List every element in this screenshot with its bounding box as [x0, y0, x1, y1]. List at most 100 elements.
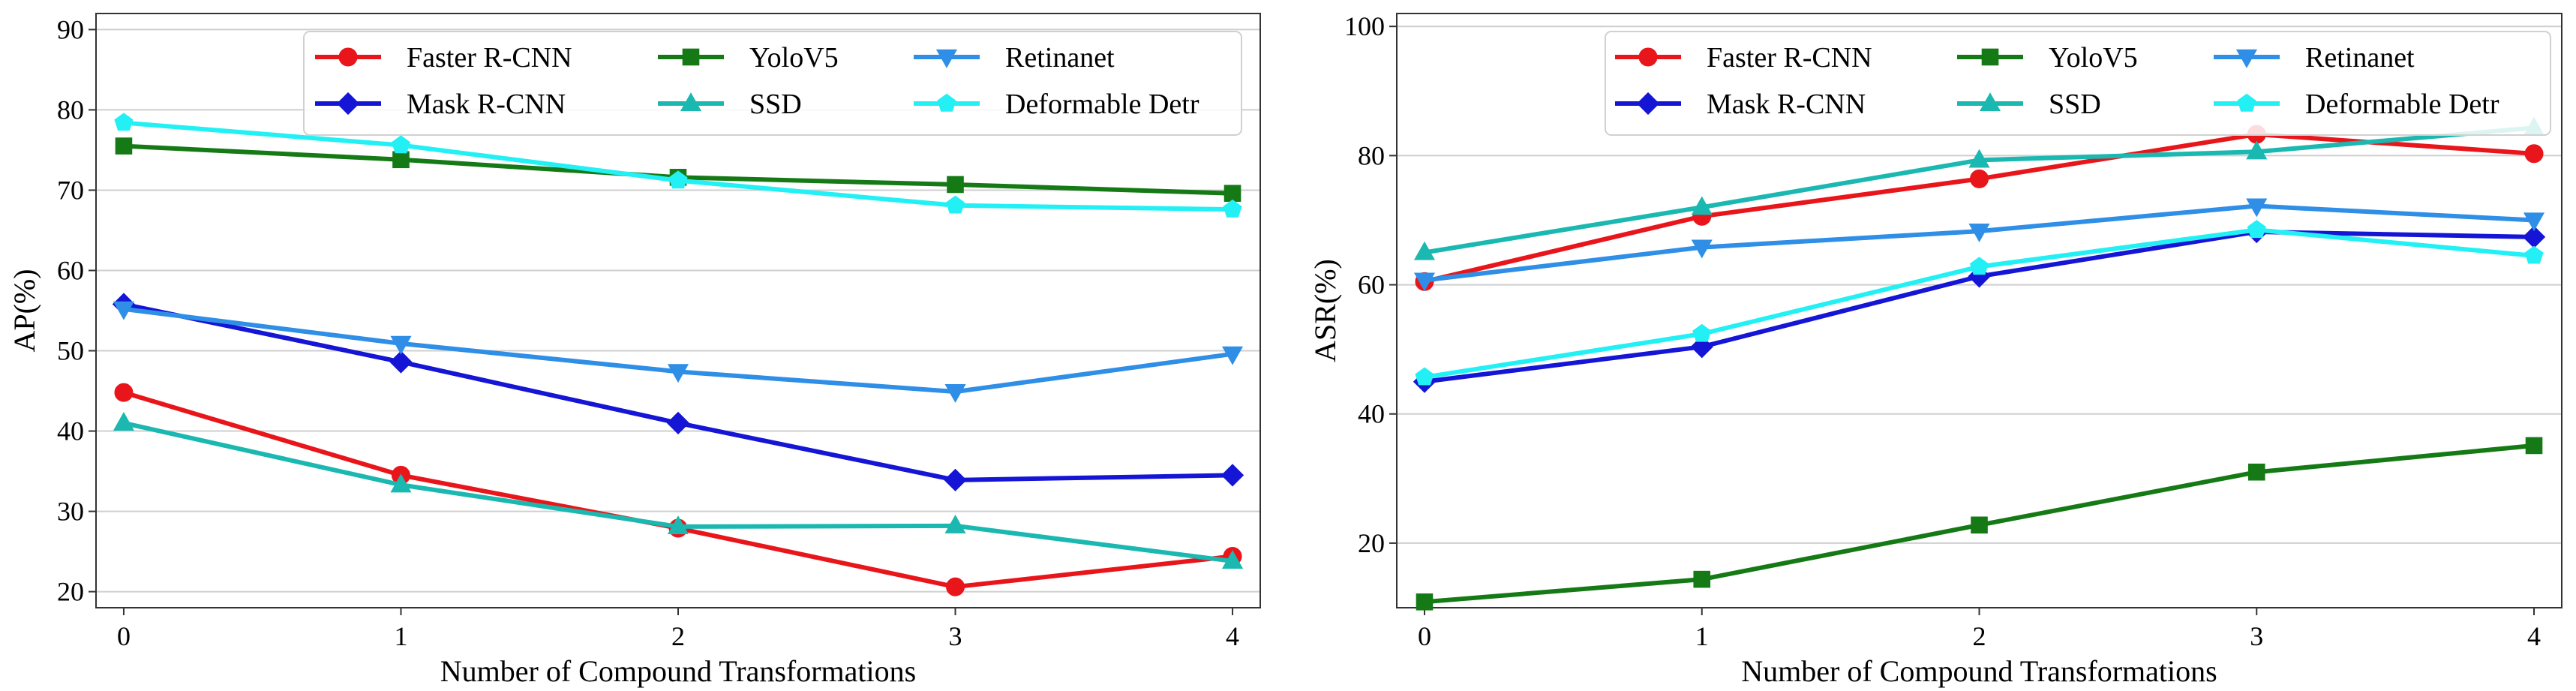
- legend-marker: [2237, 93, 2256, 112]
- legend-marker: [338, 47, 358, 67]
- x-tick-label: 0: [117, 621, 131, 651]
- x-tick-label: 3: [2250, 621, 2263, 651]
- legend-label: Faster R-CNN: [1707, 42, 1872, 74]
- data-point: [667, 515, 689, 535]
- y-tick-label: 80: [57, 95, 84, 125]
- x-axis-title: Number of Compound Transformations: [1741, 654, 2217, 688]
- data-point: [1223, 185, 1241, 203]
- y-tick-label: 70: [57, 175, 84, 205]
- legend-frame: [303, 31, 1242, 136]
- y-tick-label: 20: [1358, 528, 1385, 558]
- chart-1: 20 30 40 50 60 70 80 90 0 1 2 3 4 Number of Compound …: [8, 13, 1261, 688]
- data-point: [1968, 149, 1990, 168]
- legend-entry-retinanet: Retinanet: [2214, 42, 2415, 74]
- data-point: [945, 195, 965, 214]
- data-point: [2247, 463, 2265, 481]
- y-axis-title: ASR(%): [1308, 259, 1342, 362]
- data-point: [1223, 199, 1242, 218]
- data-point: [1220, 464, 1244, 487]
- legend: Faster R-CNN Mask R-CNN YoloV5 SSD Retinanet…: [1605, 31, 2551, 136]
- data-point: [2246, 198, 2268, 218]
- legend-label: Retinanet: [2305, 42, 2415, 74]
- data-point: [113, 412, 135, 431]
- data-point: [666, 411, 690, 434]
- y-axis-title: AP(%): [8, 269, 41, 352]
- legend-entry-mask-r-cnn: Mask R-CNN: [1615, 89, 1866, 120]
- data-point: [113, 301, 135, 320]
- data-point: [391, 135, 411, 154]
- x-axis: 0 1 2 3 4: [1418, 608, 2541, 651]
- y-tick-label: 20: [57, 577, 84, 607]
- legend-entry-retinanet: Retinanet: [914, 42, 1115, 74]
- series-ssd: [1413, 116, 2545, 260]
- legend-marker: [935, 49, 958, 68]
- data-point: [947, 176, 964, 194]
- legend-frame: [1605, 31, 2551, 136]
- x-tick-label: 3: [949, 621, 962, 651]
- data-point: [1691, 196, 1713, 215]
- series-mask-r-cnn: [112, 293, 1244, 491]
- data-point: [944, 383, 966, 403]
- x-axis: 0 1 2 3 4: [117, 608, 1239, 651]
- legend-marker: [1636, 92, 1660, 116]
- series-line-deformable-detr: [1422, 227, 2537, 380]
- legend-entry-deformable-detr: Deformable Detr: [2214, 89, 2499, 120]
- x-tick-label: 2: [1973, 621, 1986, 651]
- data-point: [114, 113, 134, 131]
- legend-entry-faster-r-cnn: Faster R-CNN: [315, 42, 572, 74]
- legend-label: YoloV5: [2049, 42, 2138, 74]
- legend-entry-ssd: SSD: [1957, 89, 2101, 120]
- legend-marker: [1981, 48, 1999, 66]
- data-point: [1971, 516, 1988, 534]
- y-tick-label: 100: [1344, 11, 1385, 41]
- legend: Faster R-CNN Mask R-CNN YoloV5 SSD Retinanet…: [303, 31, 1242, 136]
- data-point: [1693, 570, 1711, 588]
- data-point: [944, 515, 966, 533]
- y-tick-label: 30: [57, 497, 84, 527]
- y-tick-label: 40: [1358, 399, 1385, 429]
- legend-marker: [336, 92, 360, 116]
- data-point: [946, 577, 965, 596]
- data-point: [390, 335, 412, 355]
- data-point: [944, 468, 967, 491]
- series-line-mask-r-cnn: [1422, 229, 2537, 384]
- x-tick-label: 4: [2527, 621, 2541, 651]
- y-tick-label: 50: [57, 336, 84, 366]
- legend-marker: [2235, 49, 2258, 68]
- y-axis: 20 30 40 50 60 70 80 90: [57, 14, 96, 607]
- data-point: [1415, 367, 1434, 386]
- y-tick-label: 90: [57, 14, 84, 44]
- data-point: [2525, 437, 2543, 455]
- chart-2: 20 40 60 80 100 0 1 2 3 4 Number of Compound Trans…: [1308, 11, 2562, 688]
- legend-label: SSD: [749, 89, 802, 120]
- data-point: [1221, 346, 1244, 365]
- legend-label: Deformable Detr: [1005, 89, 1199, 120]
- legend-label: Faster R-CNN: [407, 42, 572, 74]
- data-point: [1692, 323, 1712, 342]
- legend-label: Mask R-CNN: [407, 89, 566, 120]
- y-axis: 20 40 60 80 100: [1344, 11, 1397, 558]
- data-point: [2524, 245, 2544, 264]
- data-point: [1221, 550, 1244, 569]
- x-tick-label: 4: [1226, 621, 1239, 651]
- series-retinanet: [113, 301, 1244, 403]
- data-point: [668, 170, 688, 189]
- data-point: [390, 473, 412, 493]
- y-tick-label: 60: [1358, 270, 1385, 300]
- data-point: [2247, 220, 2266, 239]
- series-retinanet: [1413, 198, 2545, 292]
- legend-entry-yolov5: YoloV5: [1957, 42, 2138, 74]
- legend-marker: [1979, 92, 2001, 112]
- data-point: [2246, 140, 2268, 160]
- legend-label: SSD: [2049, 89, 2101, 120]
- data-point: [1970, 169, 1989, 188]
- x-tick-label: 1: [394, 621, 407, 651]
- legend-entry-faster-r-cnn: Faster R-CNN: [1615, 42, 1872, 74]
- x-axis-title: Number of Compound Transformations: [440, 654, 916, 688]
- legend-label: Retinanet: [1005, 42, 1115, 74]
- data-point: [667, 364, 689, 383]
- y-tick-label: 60: [57, 255, 84, 285]
- legend-marker: [1638, 47, 1658, 67]
- data-point: [1691, 239, 1713, 259]
